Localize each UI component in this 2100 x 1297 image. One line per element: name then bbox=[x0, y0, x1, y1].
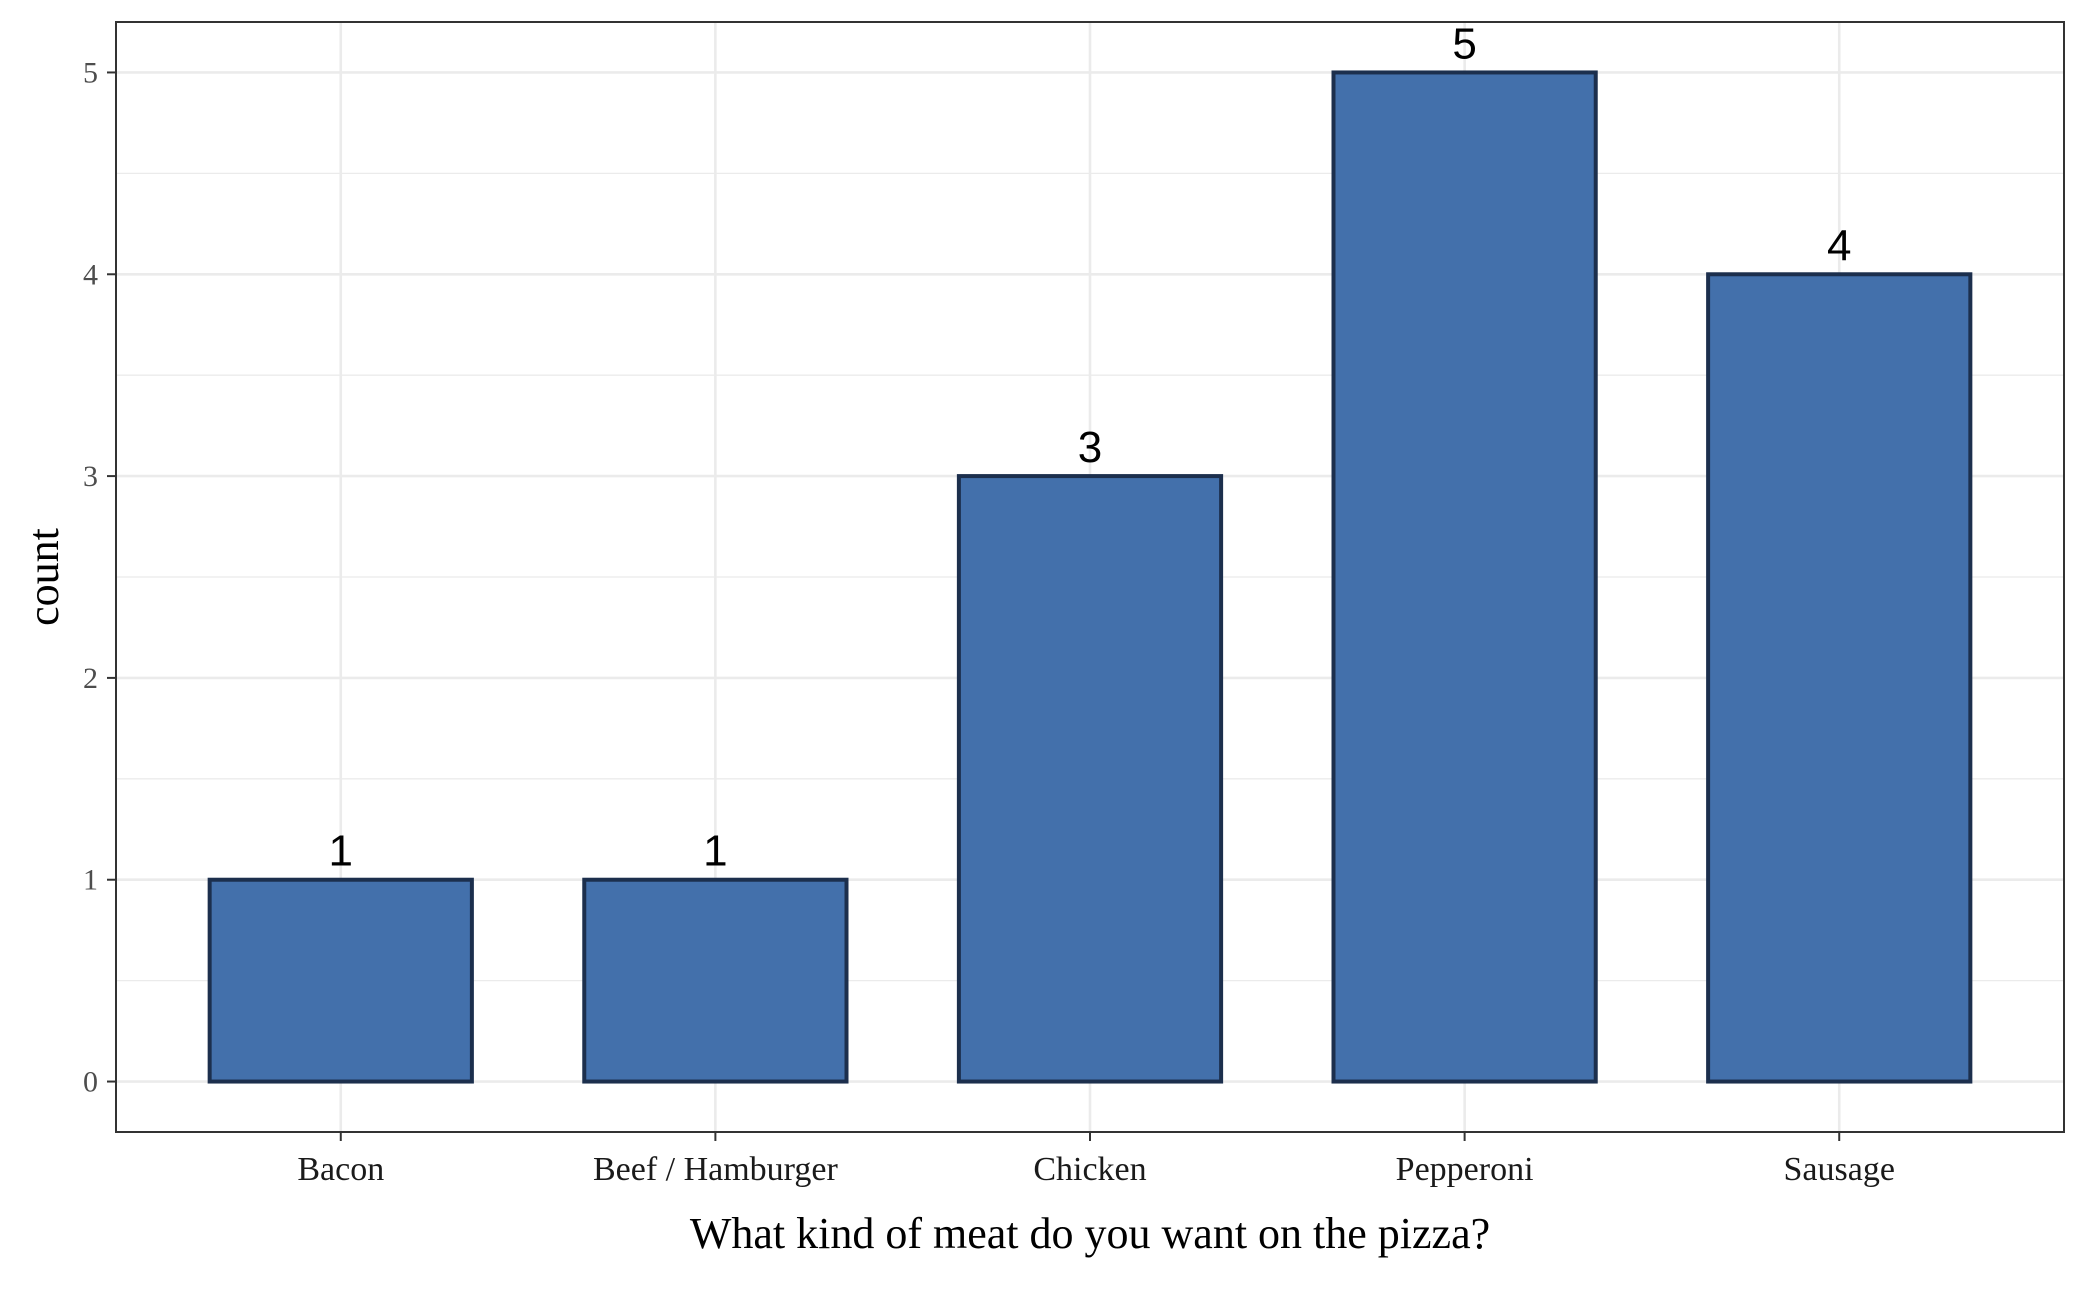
bar-beef-hamburger bbox=[582, 877, 849, 1084]
data-label: 1 bbox=[329, 827, 353, 876]
y-tick-label: 4 bbox=[83, 258, 98, 291]
data-label: 5 bbox=[1452, 19, 1476, 68]
x-tick-label: Sausage bbox=[1784, 1151, 1895, 1188]
x-tick-label: Bacon bbox=[297, 1151, 384, 1188]
bar-pepperoni bbox=[1331, 70, 1598, 1084]
y-tick-label: 2 bbox=[83, 662, 98, 695]
data-label: 1 bbox=[703, 827, 727, 876]
y-tick-label: 5 bbox=[83, 56, 98, 89]
x-axis-title: What kind of meat do you want on the piz… bbox=[690, 1209, 1490, 1258]
y-tick-label: 1 bbox=[83, 864, 98, 897]
x-tick-label: Pepperoni bbox=[1396, 1151, 1534, 1188]
y-axis: 0 1 2 3 4 5 bbox=[83, 56, 116, 1099]
data-label: 3 bbox=[1078, 423, 1102, 472]
x-tick-label: Chicken bbox=[1033, 1151, 1146, 1188]
data-label: 4 bbox=[1827, 221, 1851, 270]
y-tick-label: 3 bbox=[83, 460, 98, 493]
x-axis: Bacon Beef / Hamburger Chicken Pepperoni Sau… bbox=[297, 1132, 1895, 1188]
x-tick-label: Beef / Hamburger bbox=[593, 1151, 839, 1188]
data-labels: 1 1 3 5 4 bbox=[329, 19, 1852, 875]
bar-bacon bbox=[207, 877, 474, 1084]
y-tick-label: 0 bbox=[83, 1066, 98, 1099]
bar-chicken bbox=[956, 474, 1224, 1084]
y-axis-title: count bbox=[19, 528, 68, 626]
bar-sausage bbox=[1706, 272, 1973, 1084]
bars bbox=[207, 70, 1973, 1084]
